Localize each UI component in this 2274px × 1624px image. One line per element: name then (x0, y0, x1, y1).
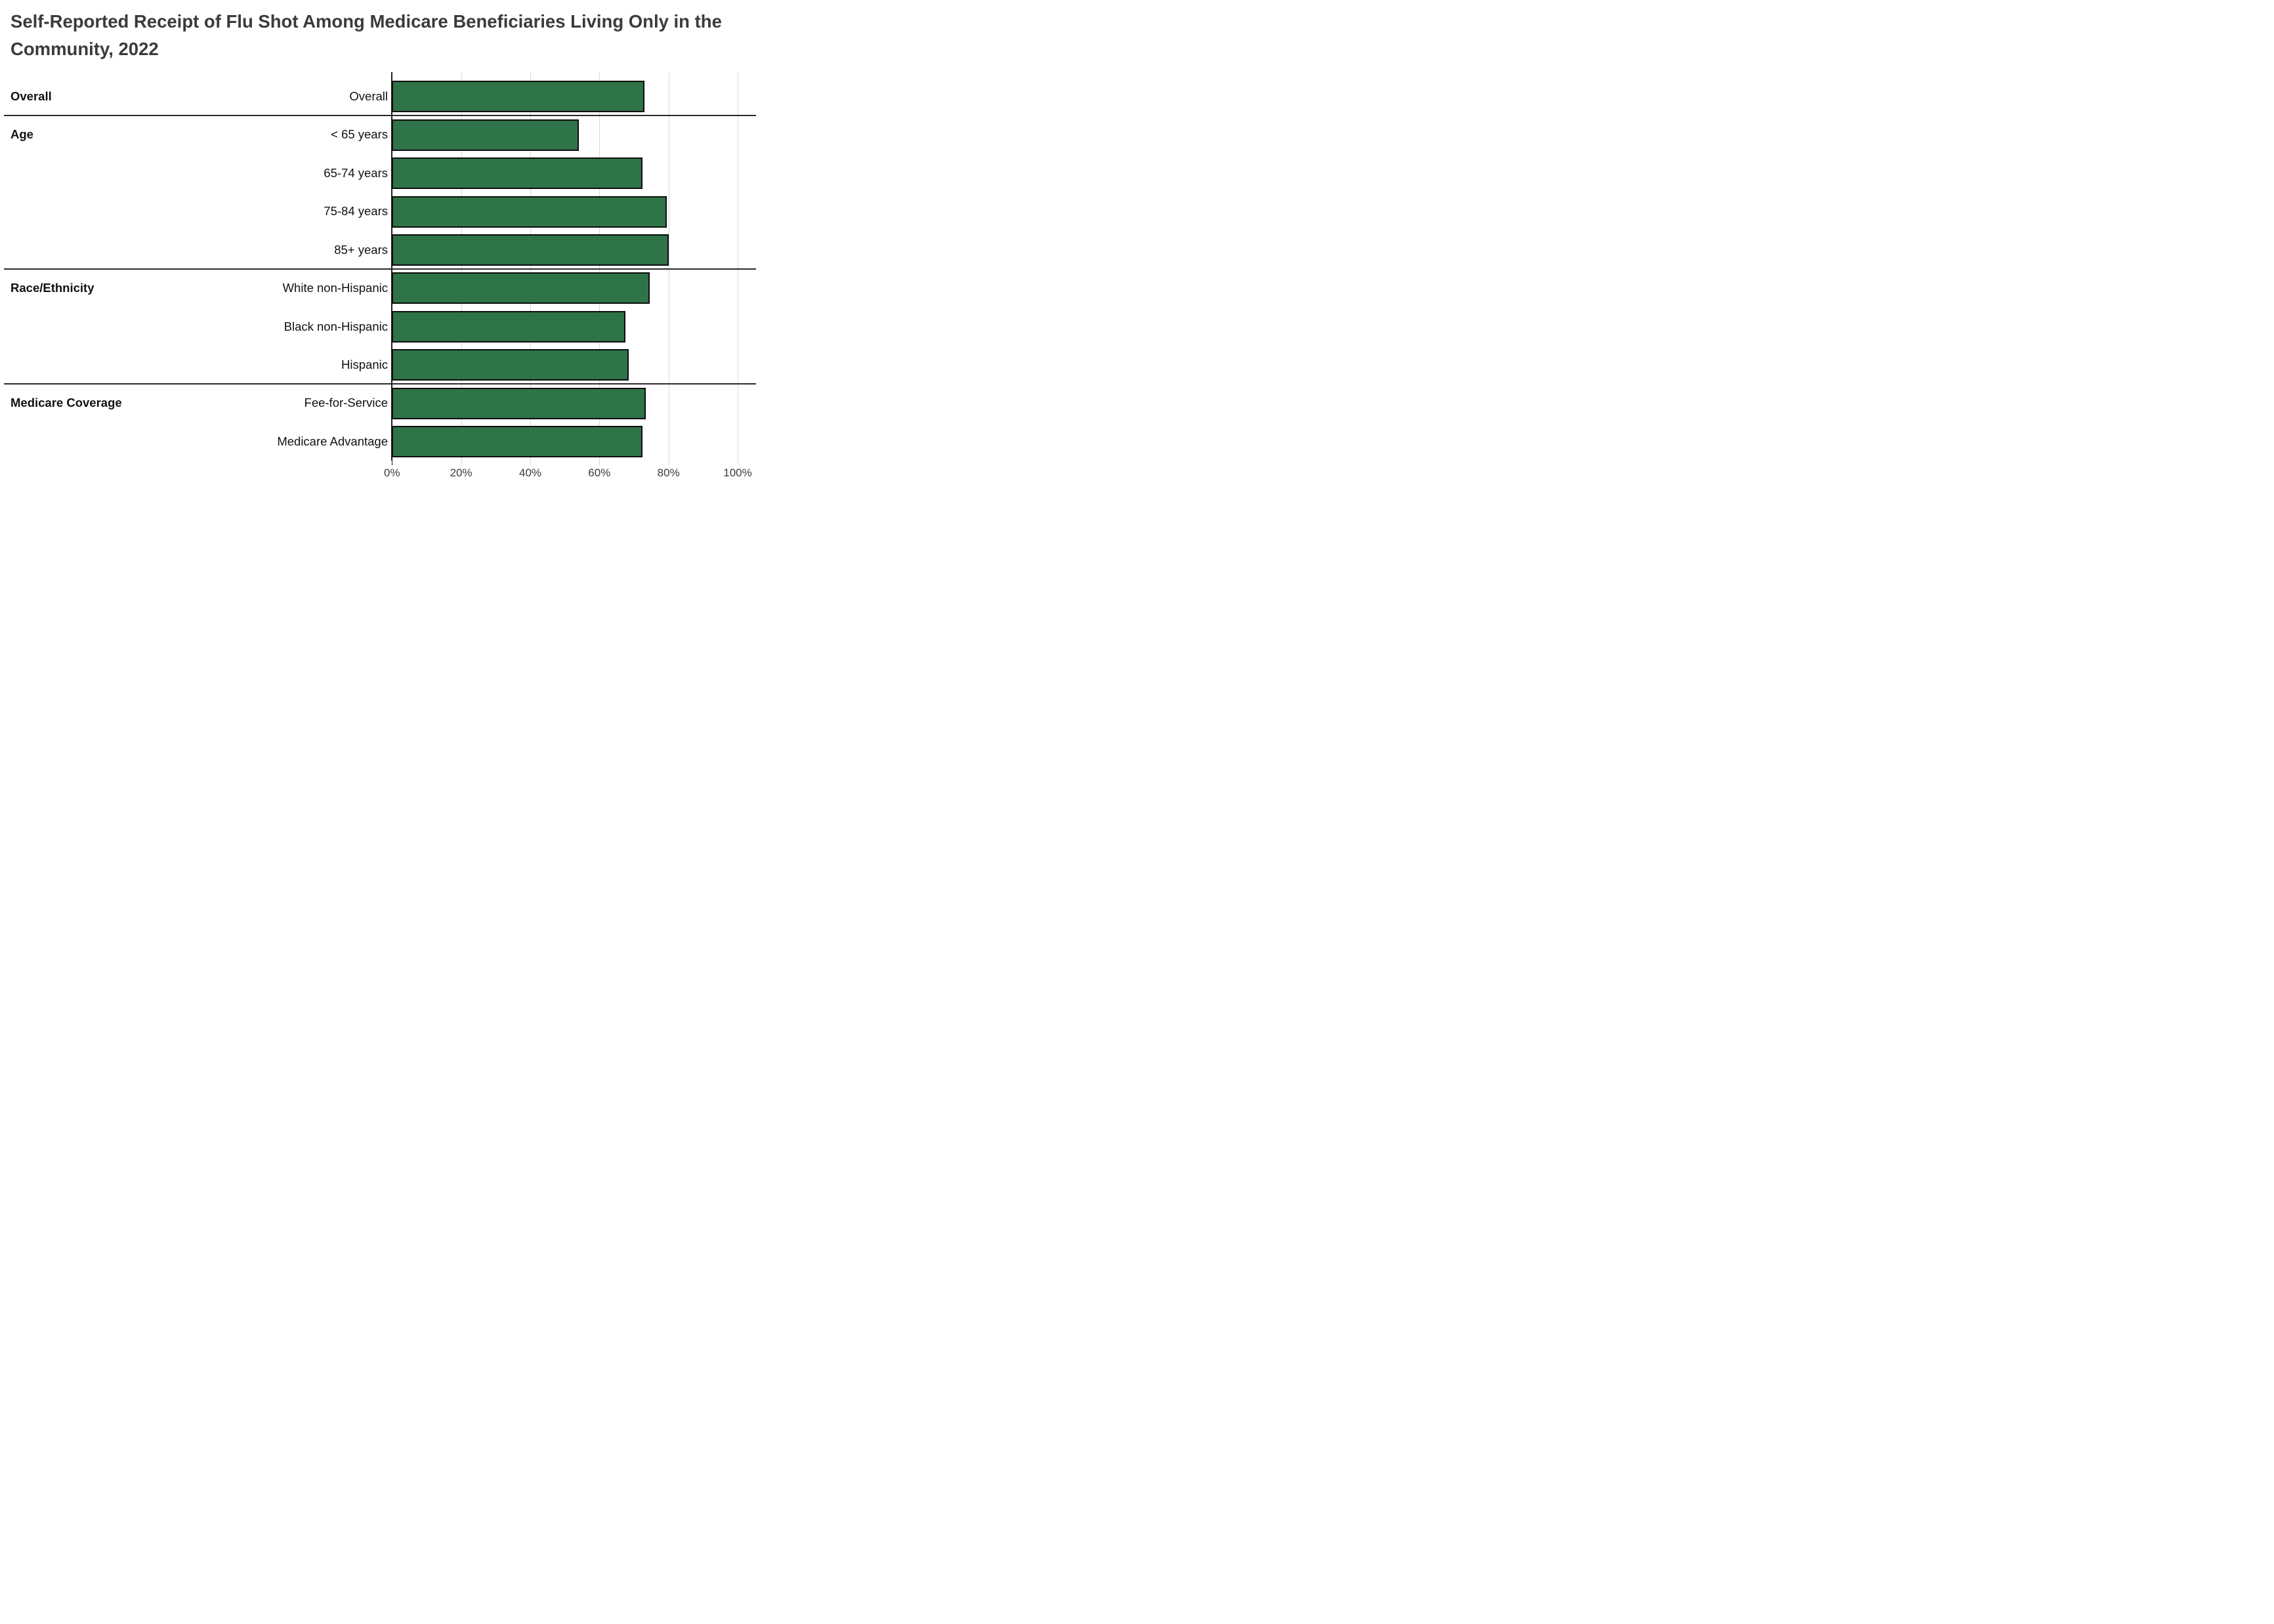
section-label-race-ethnicity: Race/Ethnicity (11, 281, 95, 295)
section-label-medicare-coverage: Medicare Coverage (11, 396, 122, 410)
chart-title-line: Community, 2022 (11, 38, 159, 59)
section-divider (4, 114, 756, 116)
row-label-medicare-advantage: Medicare Advantage (277, 434, 388, 448)
bar-black-non-hispanic (392, 310, 625, 343)
axis-tick-40pct (530, 461, 531, 466)
axis-tick-20pct (461, 461, 462, 466)
row-label-white-non-hispanic: White non-Hispanic (282, 281, 388, 295)
x-axis-tick-label: 20% (450, 467, 473, 480)
bar-65-74-years (392, 157, 643, 190)
bar-85-years (392, 234, 669, 266)
gridline-20pct (461, 72, 462, 461)
bar-medicare-advantage (392, 426, 643, 458)
bar-overall (392, 81, 644, 113)
x-axis-tick-label: 0% (384, 467, 400, 480)
x-axis-tick-label: 40% (518, 467, 542, 480)
bar--65-years (392, 119, 579, 151)
bar-fee-for-service (392, 387, 646, 419)
section-label-overall: Overall (11, 89, 52, 103)
row-label-black-non-hispanic: Black non-Hispanic (284, 319, 388, 333)
row-label-75-84-years: 75-84 years (324, 204, 388, 219)
x-axis-tick-label: 100% (723, 467, 752, 480)
section-divider (4, 383, 756, 385)
axis-tick-60pct (599, 461, 600, 466)
row-label-overall: Overall (349, 89, 388, 103)
chart-title: Self-Reported Receipt of Flu Shot Among … (11, 8, 736, 63)
x-axis-tick-label: 80% (657, 467, 680, 480)
section-divider (4, 268, 756, 270)
gridline-40pct (530, 72, 531, 461)
gridline-60pct (599, 72, 600, 461)
x-axis-tick-label: 60% (588, 467, 611, 480)
y-axis-baseline (391, 72, 393, 461)
row-label--65-years: < 65 years (331, 127, 388, 142)
bar-hispanic (392, 349, 629, 381)
bar-75-84-years (392, 196, 667, 228)
row-label-hispanic: Hispanic (341, 358, 388, 371)
bar-white-non-hispanic (392, 272, 650, 304)
row-label-85-years: 85+ years (334, 242, 388, 257)
section-label-age: Age (11, 127, 33, 142)
row-label-65-74-years: 65-74 years (324, 165, 388, 180)
chart-title-line: Self-Reported Receipt of Flu Shot Among … (11, 11, 722, 31)
row-label-fee-for-service: Fee-for-Service (304, 396, 388, 410)
flu-shot-bar-chart: Self-Reported Receipt of Flu Shot Among … (0, 0, 758, 541)
